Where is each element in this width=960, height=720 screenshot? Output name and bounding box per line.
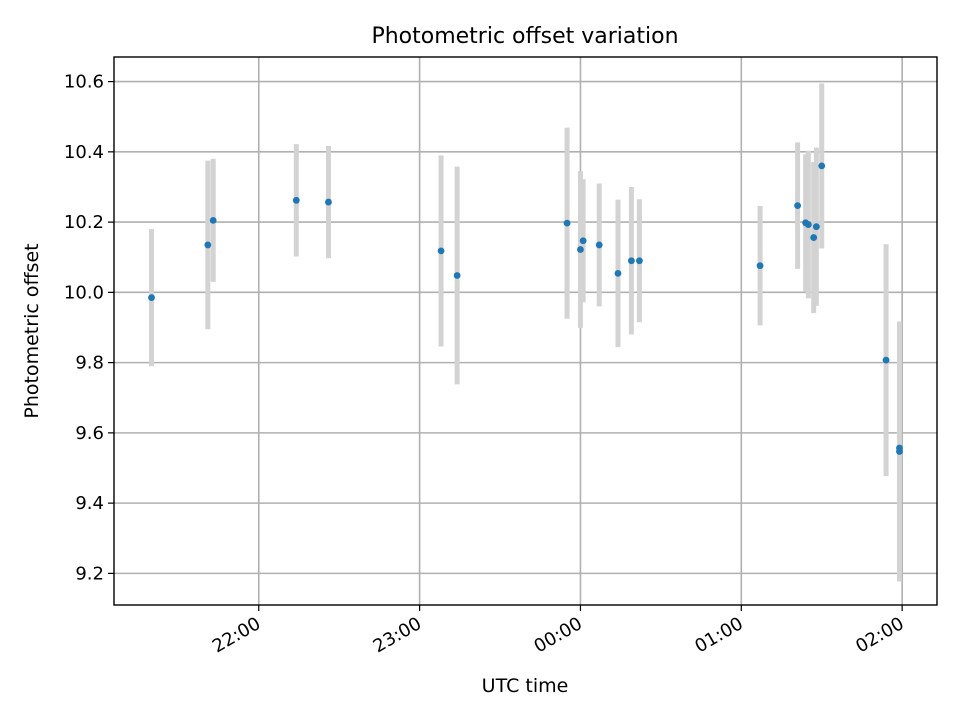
chart-title: Photometric offset variation [371,24,678,49]
data-point [204,241,212,249]
data-point [579,237,587,245]
x-axis-label: UTC time [482,675,569,697]
y-tick-label: 9.2 [75,563,104,584]
data-point [818,162,826,170]
data-point [577,246,584,253]
data-point [614,269,622,277]
y-tick-label: 9.4 [75,493,104,514]
error-bars [149,83,902,582]
data-point [148,294,155,302]
data-point [804,221,812,228]
x-tick-label: 02:00 [852,613,907,657]
y-tick-label: 9.6 [75,423,104,444]
data-point [453,272,461,279]
y-tick-label: 10.0 [64,282,104,303]
y-tick-label: 10.4 [64,142,104,163]
data-point [812,223,820,231]
data-point [794,202,801,209]
plot-frame [113,56,938,606]
x-tick-label: 01:00 [691,613,746,657]
x-tick-label: 22:00 [209,613,264,657]
x-tick-label: 00:00 [531,613,586,657]
axis-ticks: 9.2 9.4 9.6 9.8 10.0 10.2 10.4 10.6 22:00 23:00 00… [64,72,908,658]
data-point [595,241,603,249]
data-point [810,234,818,241]
y-tick-label: 9.8 [75,353,104,374]
data-point [896,448,903,455]
data-point [325,198,332,206]
x-tick-label: 23:00 [370,613,425,657]
data-point [882,356,890,364]
y-tick-label: 10.6 [64,72,104,93]
y-axis-label: Photometric offset [21,243,43,418]
data-point [756,262,764,270]
data-point [636,257,643,265]
data-point [209,216,217,224]
data-point [292,196,300,204]
data-point [627,257,635,265]
data-points [148,162,903,455]
data-point [437,247,445,255]
grid-lines [114,57,937,605]
y-tick-label: 10.2 [64,212,104,233]
data-point [563,219,571,227]
